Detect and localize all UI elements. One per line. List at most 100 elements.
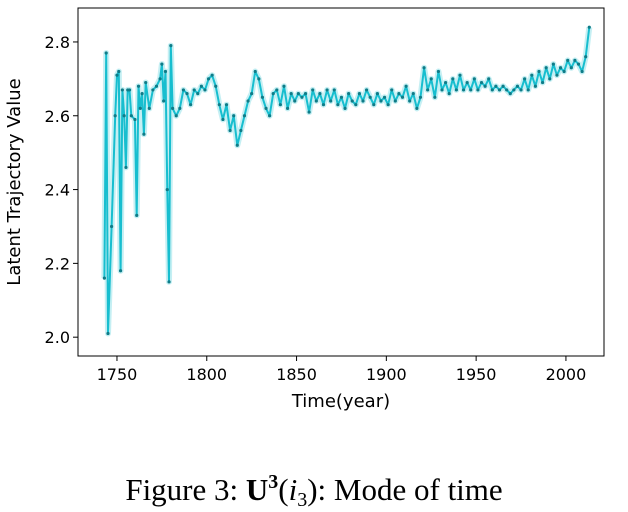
point bbox=[411, 92, 415, 96]
point bbox=[285, 106, 290, 110]
point bbox=[224, 103, 229, 107]
point bbox=[558, 66, 563, 70]
point bbox=[501, 84, 505, 88]
point bbox=[165, 187, 169, 192]
point bbox=[185, 92, 189, 96]
point bbox=[124, 165, 128, 170]
caption-symbol: U bbox=[246, 472, 268, 507]
point bbox=[235, 143, 239, 147]
y-tick-label: 2.6 bbox=[45, 107, 70, 126]
point bbox=[142, 132, 146, 136]
point bbox=[555, 73, 559, 77]
point bbox=[354, 103, 358, 107]
point bbox=[188, 103, 193, 107]
point bbox=[239, 128, 243, 133]
point bbox=[206, 77, 211, 81]
point bbox=[551, 62, 555, 66]
point bbox=[347, 92, 351, 96]
point bbox=[138, 106, 142, 110]
point bbox=[487, 77, 491, 81]
point bbox=[167, 280, 171, 284]
x-tick-label: 1900 bbox=[366, 365, 407, 384]
point bbox=[257, 77, 261, 81]
point bbox=[296, 92, 300, 96]
point bbox=[505, 88, 509, 92]
point bbox=[300, 95, 304, 99]
point bbox=[210, 73, 214, 77]
plot-frame bbox=[77, 7, 605, 357]
point bbox=[129, 114, 133, 118]
point bbox=[275, 88, 279, 92]
point bbox=[548, 77, 552, 81]
y-tick-label: 2.2 bbox=[45, 254, 70, 273]
point bbox=[314, 99, 318, 103]
point bbox=[372, 103, 376, 107]
y-tick-label: 2.4 bbox=[45, 181, 70, 200]
point bbox=[454, 88, 458, 92]
point bbox=[318, 92, 322, 96]
line-band bbox=[101, 26, 593, 337]
point bbox=[268, 114, 272, 118]
point bbox=[332, 88, 336, 92]
point bbox=[217, 103, 221, 107]
point bbox=[483, 84, 487, 88]
point bbox=[271, 92, 275, 96]
point bbox=[494, 84, 498, 88]
x-tick-label: 2000 bbox=[546, 365, 587, 384]
point bbox=[242, 114, 247, 118]
point bbox=[440, 88, 444, 92]
point bbox=[404, 84, 408, 88]
point bbox=[476, 88, 480, 92]
point bbox=[580, 69, 584, 74]
point bbox=[566, 58, 570, 63]
point bbox=[447, 92, 451, 96]
point bbox=[109, 224, 114, 229]
point bbox=[192, 88, 196, 92]
point bbox=[163, 69, 168, 74]
point bbox=[278, 103, 282, 107]
point bbox=[174, 114, 178, 118]
caption-argument: i bbox=[289, 472, 298, 507]
point bbox=[136, 84, 141, 88]
point bbox=[169, 44, 173, 48]
point bbox=[544, 66, 548, 70]
caption-prefix: Figure 3: bbox=[125, 472, 238, 507]
point bbox=[472, 77, 476, 81]
point bbox=[250, 92, 254, 96]
point bbox=[415, 106, 419, 110]
x-tick-label: 1750 bbox=[97, 365, 138, 384]
point bbox=[120, 88, 124, 92]
point bbox=[104, 51, 108, 55]
point bbox=[429, 77, 433, 81]
point bbox=[246, 99, 250, 103]
point bbox=[537, 69, 541, 74]
point bbox=[325, 88, 329, 92]
point bbox=[573, 58, 577, 63]
point bbox=[490, 88, 494, 92]
point bbox=[361, 99, 365, 103]
point bbox=[444, 80, 448, 85]
point bbox=[576, 62, 581, 66]
point bbox=[375, 92, 379, 96]
point bbox=[512, 88, 516, 92]
point bbox=[339, 95, 344, 99]
point bbox=[386, 103, 390, 107]
point bbox=[418, 95, 423, 99]
point bbox=[214, 84, 218, 88]
point bbox=[379, 99, 383, 103]
point bbox=[117, 69, 121, 74]
point bbox=[433, 95, 437, 99]
point bbox=[122, 114, 126, 118]
point bbox=[533, 84, 537, 88]
point bbox=[530, 73, 534, 77]
point bbox=[508, 92, 512, 96]
point bbox=[587, 25, 591, 29]
point bbox=[519, 88, 523, 92]
point bbox=[154, 84, 159, 88]
point bbox=[469, 88, 473, 92]
x-tick-label: 1850 bbox=[276, 365, 317, 384]
point bbox=[118, 269, 123, 273]
point bbox=[397, 92, 401, 96]
point bbox=[336, 103, 340, 107]
point bbox=[393, 99, 397, 103]
